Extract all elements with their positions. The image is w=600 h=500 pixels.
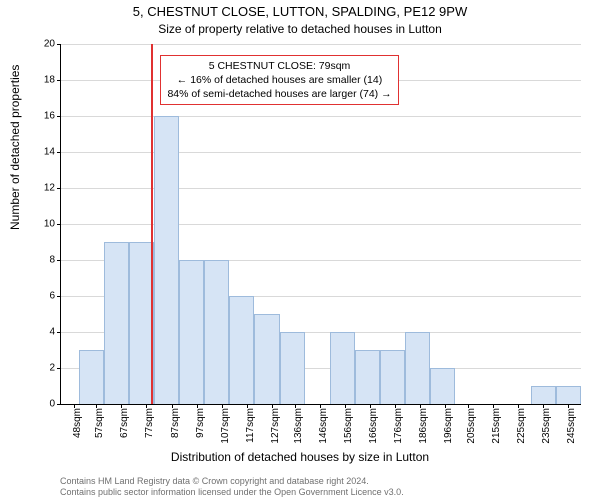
- gridline: [61, 224, 581, 225]
- xtick-label: 146sqm: [318, 408, 329, 444]
- histogram-bar: [556, 386, 581, 404]
- chart-title-sub: Size of property relative to detached ho…: [0, 22, 600, 36]
- xtick-label: 176sqm: [393, 408, 404, 444]
- histogram-bar: [330, 332, 355, 404]
- histogram-bar: [104, 242, 129, 404]
- x-axis-label: Distribution of detached houses by size …: [0, 450, 600, 464]
- histogram-bar: [254, 314, 279, 404]
- gridline: [61, 116, 581, 117]
- annotation-line: ← 16% of detached houses are smaller (14…: [167, 73, 391, 87]
- xtick-label: 97sqm: [195, 408, 206, 438]
- histogram-bar: [154, 116, 179, 404]
- ytick-label: 16: [44, 111, 61, 122]
- ytick-label: 10: [44, 219, 61, 230]
- xtick-label: 127sqm: [270, 408, 281, 444]
- histogram-bar: [204, 260, 229, 404]
- ytick-label: 4: [49, 327, 61, 338]
- histogram-bar: [380, 350, 405, 404]
- ytick-label: 14: [44, 147, 61, 158]
- xtick-label: 57sqm: [94, 408, 105, 438]
- xtick-label: 215sqm: [491, 408, 502, 444]
- chart-title-main: 5, CHESTNUT CLOSE, LUTTON, SPALDING, PE1…: [0, 4, 600, 19]
- xtick-label: 225sqm: [516, 408, 527, 444]
- xtick-label: 136sqm: [293, 408, 304, 444]
- histogram-bar: [355, 350, 380, 404]
- xtick-label: 156sqm: [343, 408, 354, 444]
- plot-area: 0246810121416182048sqm57sqm67sqm77sqm87s…: [60, 44, 580, 404]
- histogram-bar: [179, 260, 204, 404]
- histogram-bar: [430, 368, 455, 404]
- license-line-2: Contains public sector information licen…: [60, 487, 590, 498]
- gridline: [61, 44, 581, 45]
- xtick-label: 107sqm: [220, 408, 231, 444]
- xtick-label: 48sqm: [72, 408, 83, 438]
- ytick-label: 2: [49, 363, 61, 374]
- license-line-1: Contains HM Land Registry data © Crown c…: [60, 476, 590, 487]
- histogram-bar: [280, 332, 305, 404]
- ytick-label: 6: [49, 291, 61, 302]
- xtick-label: 166sqm: [368, 408, 379, 444]
- histogram-bar: [129, 242, 154, 404]
- xtick-label: 196sqm: [443, 408, 454, 444]
- reference-line: [151, 44, 153, 404]
- histogram-bar: [229, 296, 254, 404]
- xtick-label: 235sqm: [541, 408, 552, 444]
- annotation-line: 84% of semi-detached houses are larger (…: [167, 87, 391, 101]
- chart-container: 5, CHESTNUT CLOSE, LUTTON, SPALDING, PE1…: [0, 0, 600, 500]
- annotation-line: 5 CHESTNUT CLOSE: 79sqm: [167, 59, 391, 73]
- xtick-label: 186sqm: [418, 408, 429, 444]
- license-text: Contains HM Land Registry data © Crown c…: [60, 476, 590, 498]
- y-axis-label: Number of detached properties: [8, 65, 22, 230]
- histogram-bar: [531, 386, 556, 404]
- histogram-bar: [405, 332, 430, 404]
- gridline: [61, 188, 581, 189]
- ytick-label: 20: [44, 39, 61, 50]
- ytick-label: 8: [49, 255, 61, 266]
- ytick-label: 0: [49, 399, 61, 410]
- xtick-label: 117sqm: [245, 408, 256, 443]
- xtick-label: 77sqm: [144, 408, 155, 438]
- xtick-label: 205sqm: [466, 408, 477, 444]
- annotation-box: 5 CHESTNUT CLOSE: 79sqm← 16% of detached…: [160, 55, 398, 106]
- ytick-label: 18: [44, 75, 61, 86]
- xtick-label: 67sqm: [119, 408, 130, 438]
- xtick-label: 245sqm: [566, 408, 577, 444]
- ytick-label: 12: [44, 183, 61, 194]
- plot-axes: 0246810121416182048sqm57sqm67sqm77sqm87s…: [60, 44, 581, 405]
- xtick-label: 87sqm: [170, 408, 181, 438]
- gridline: [61, 152, 581, 153]
- histogram-bar: [79, 350, 104, 404]
